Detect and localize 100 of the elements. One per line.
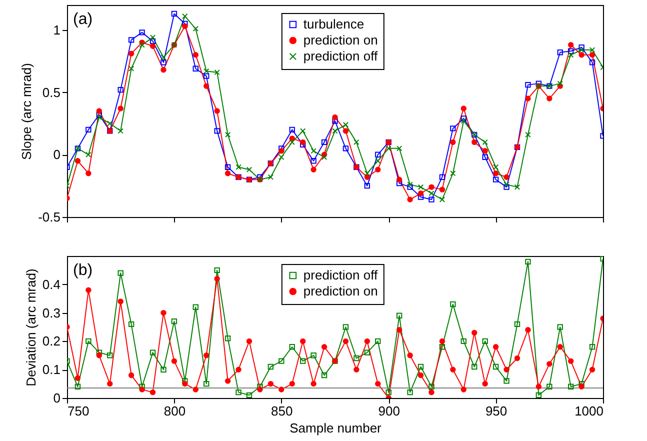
point <box>86 126 92 133</box>
x-tick-label: 800 <box>164 404 186 418</box>
legend-label: prediction on <box>303 284 378 298</box>
point <box>396 180 402 186</box>
point <box>128 66 134 72</box>
y-tick-label: -0.5 <box>38 210 60 224</box>
y-tick-label: 0.2 <box>42 334 60 349</box>
point <box>439 174 446 180</box>
point <box>375 166 381 172</box>
point <box>364 174 370 180</box>
point <box>525 82 531 88</box>
point <box>171 10 178 17</box>
point <box>450 139 456 146</box>
point <box>418 194 424 200</box>
point <box>504 174 510 180</box>
point <box>289 139 295 146</box>
point <box>439 186 446 192</box>
point <box>224 170 231 176</box>
point <box>342 146 349 152</box>
point <box>224 164 231 170</box>
point <box>192 26 198 32</box>
point <box>396 146 402 152</box>
point <box>118 128 124 134</box>
point <box>182 23 188 30</box>
point <box>428 184 434 190</box>
point <box>150 34 156 40</box>
legend-label: prediction on <box>303 32 378 48</box>
point <box>557 80 563 86</box>
point <box>214 69 220 76</box>
point <box>268 174 274 180</box>
point <box>204 73 210 79</box>
y-tick-label: 1 <box>53 22 60 38</box>
point <box>236 164 242 170</box>
x-axis-title: Sample number <box>290 420 382 436</box>
point <box>418 184 424 190</box>
point <box>118 106 124 112</box>
point <box>428 196 434 202</box>
point <box>150 43 156 49</box>
point <box>354 139 360 146</box>
x-tick-label: 950 <box>485 404 508 418</box>
point <box>375 152 381 158</box>
point <box>492 164 499 170</box>
point <box>460 118 466 124</box>
point <box>96 114 102 120</box>
point <box>589 52 596 58</box>
point <box>278 154 284 160</box>
point <box>321 154 328 160</box>
point <box>96 108 102 114</box>
y-axis-title: Deviation (arc mrad) <box>23 268 38 386</box>
point <box>321 139 328 146</box>
point <box>204 68 210 74</box>
point <box>192 66 198 72</box>
point <box>128 37 134 43</box>
point <box>310 166 316 172</box>
point <box>150 38 156 44</box>
point <box>407 184 413 190</box>
point <box>289 136 295 142</box>
point <box>160 54 166 60</box>
point <box>332 128 338 134</box>
point <box>578 52 584 58</box>
point <box>450 170 456 176</box>
point <box>214 108 220 114</box>
point <box>418 190 424 196</box>
legend-label: prediction off <box>303 48 378 64</box>
point <box>514 184 520 190</box>
point <box>214 128 220 134</box>
point <box>332 118 338 124</box>
y-tick-label: 0.4 <box>42 276 60 292</box>
point <box>224 132 231 138</box>
point <box>578 44 584 50</box>
point <box>86 170 92 176</box>
point <box>568 52 574 58</box>
legend-label: prediction off <box>303 268 378 282</box>
y-tick-label: 0.5 <box>42 84 60 100</box>
point <box>86 152 92 158</box>
point <box>300 139 306 146</box>
point <box>289 126 295 133</box>
point <box>375 158 381 164</box>
point <box>546 96 552 102</box>
point <box>396 176 402 182</box>
point <box>482 139 488 146</box>
point <box>460 106 466 112</box>
point <box>504 182 510 188</box>
point <box>160 67 166 73</box>
point <box>557 50 563 56</box>
point <box>342 128 349 134</box>
point <box>128 50 134 56</box>
point <box>589 60 596 66</box>
x-tick-label: 850 <box>271 404 293 418</box>
point <box>310 148 316 154</box>
point <box>407 182 413 188</box>
point <box>407 196 413 202</box>
point <box>492 170 499 176</box>
y-tick-label: 0 <box>53 147 60 162</box>
point <box>525 132 531 138</box>
point <box>96 112 102 118</box>
point <box>578 47 584 53</box>
point <box>364 182 370 189</box>
point <box>257 174 263 180</box>
point <box>278 148 284 154</box>
